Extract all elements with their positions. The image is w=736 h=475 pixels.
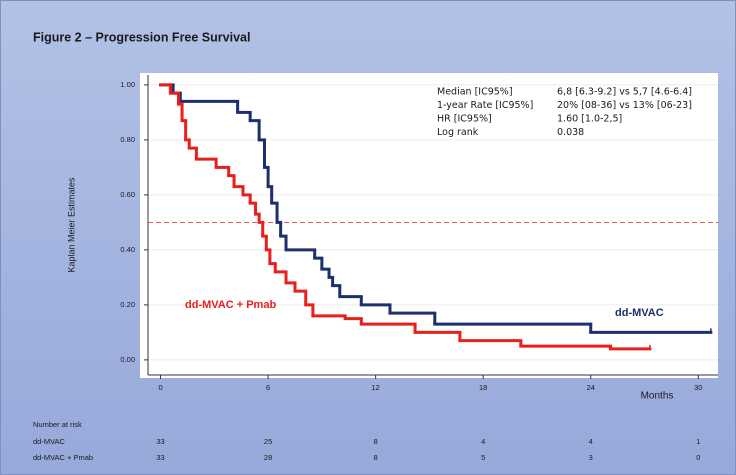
risk-count: 0: [696, 453, 700, 462]
risk-count: 4: [589, 437, 593, 446]
y-tick-label: 1.00: [120, 80, 135, 89]
x-axis-label: Months: [641, 391, 674, 402]
risk-row-label: dd-MVAC: [33, 437, 66, 446]
x-tick-label: 18: [479, 383, 487, 392]
x-tick-label: 12: [371, 383, 379, 392]
chart-title: Figure 2 – Progression Free Survival: [33, 30, 250, 44]
x-tick-label: 0: [158, 383, 162, 392]
risk-count: 33: [156, 453, 164, 462]
stat-label: Median [IC95%]: [437, 87, 513, 98]
risk-count: 1: [696, 437, 700, 446]
risk-row-label: dd-MVAC + Pmab: [33, 453, 93, 462]
stat-label: Log rank: [437, 127, 479, 138]
stat-value: 6,8 [6.3-9.2] vs 5,7 [4.6-6.4]: [557, 87, 692, 98]
stat-value: 20% [08-36] vs 13% [06-23]: [557, 100, 692, 111]
risk-count: 5: [481, 453, 485, 462]
y-tick-label: 0.80: [120, 135, 135, 144]
risk-count: 28: [264, 453, 272, 462]
y-tick-label: 0.60: [120, 190, 135, 199]
risk-count: 25: [264, 437, 272, 446]
risk-title: Number at risk: [33, 420, 82, 429]
plot-area: [140, 73, 718, 378]
y-axis-label: Kaplan Meier Estimates: [66, 177, 76, 273]
risk-count: 33: [156, 437, 164, 446]
risk-count: 3: [589, 453, 593, 462]
stat-label: HR [IC95%]: [437, 114, 492, 125]
x-tick-label: 6: [266, 383, 270, 392]
x-tick-label: 30: [694, 383, 702, 392]
risk-count: 4: [481, 437, 485, 446]
series-label: dd-MVAC + Pmab: [185, 299, 276, 311]
stat-label: 1-year Rate [IC95%]: [437, 100, 533, 111]
risk-count: 8: [374, 453, 378, 462]
stat-value: 0.038: [557, 127, 584, 138]
y-tick-label: 0.40: [120, 245, 135, 254]
series-label: dd-MVAC: [615, 307, 664, 319]
y-tick-label: 0.20: [120, 300, 135, 309]
y-tick-label: 0.00: [120, 355, 135, 364]
risk-count: 8: [374, 437, 378, 446]
x-tick-label: 24: [587, 383, 595, 392]
stat-value: 1.60 [1.0-2,5]: [557, 114, 622, 125]
